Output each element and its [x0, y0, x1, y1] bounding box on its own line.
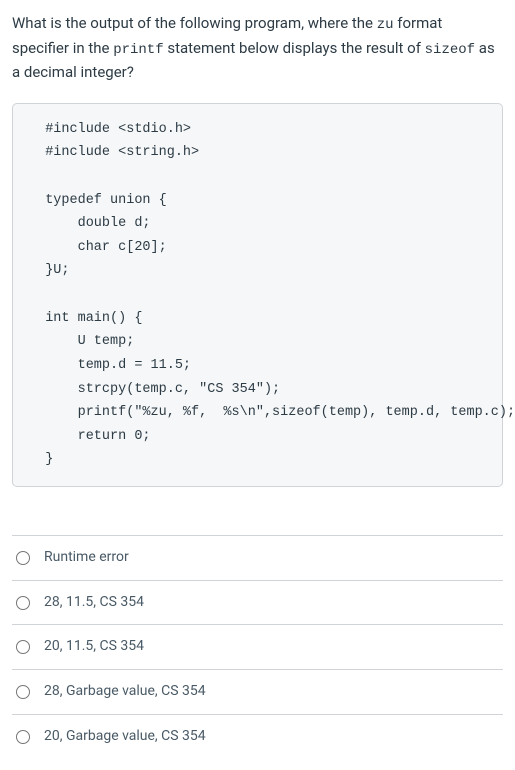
answer-label: 20, 11.5, CS 354: [44, 636, 144, 658]
question-text-segment: statement below displays the result of: [164, 39, 425, 57]
answer-radio[interactable]: [16, 596, 30, 610]
inline-code: printf: [113, 42, 163, 58]
answer-option[interactable]: 20, 11.5, CS 354: [12, 624, 503, 669]
inline-code: sizeof: [425, 42, 475, 58]
answer-radio[interactable]: [16, 640, 30, 654]
question-text: What is the output of the following prog…: [12, 12, 503, 85]
answer-option[interactable]: 20, Garbage value, CS 354: [12, 714, 503, 759]
answer-radio[interactable]: [16, 551, 30, 565]
inline-code: zu: [377, 17, 394, 33]
answer-option[interactable]: 28, 11.5, CS 354: [12, 580, 503, 625]
answer-label: Runtime error: [44, 547, 129, 569]
answer-radio[interactable]: [16, 730, 30, 744]
answer-option[interactable]: Runtime error: [12, 535, 503, 580]
answer-option[interactable]: 28, Garbage value, CS 354: [12, 669, 503, 714]
code-block: #include <stdio.h> #include <string.h> t…: [12, 103, 503, 487]
answer-list: Runtime error 28, 11.5, CS 354 20, 11.5, C…: [12, 535, 503, 758]
question-text-segment: What is the output of the following prog…: [12, 14, 377, 32]
answer-label: 28, 11.5, CS 354: [44, 592, 144, 614]
answer-label: 20, Garbage value, CS 354: [44, 726, 206, 748]
